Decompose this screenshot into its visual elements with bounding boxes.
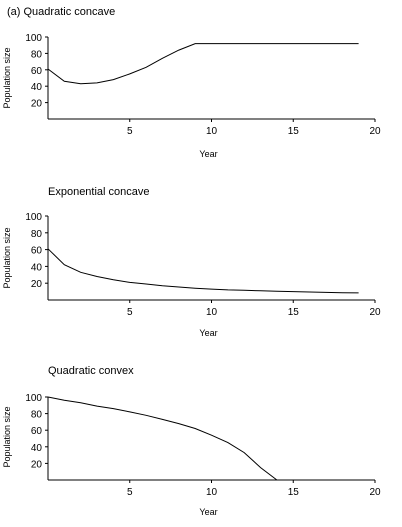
x-tick-label: 10 [206, 126, 218, 137]
y-axis-label: Population size [2, 47, 12, 108]
y-tick-label: 80 [31, 229, 43, 240]
y-tick-label: 40 [31, 82, 43, 93]
y-tick-label: 60 [31, 66, 43, 77]
chart-panel-2: Exponential concave 20 40 60 80 100 5 10 15 20 Yea… [2, 186, 381, 338]
x-axis-label: Year [199, 149, 217, 159]
y-axis-label: Population size [2, 406, 12, 467]
x-tick-label: 15 [288, 307, 300, 318]
y-tick-label: 60 [31, 426, 43, 437]
y-tick-label: 80 [31, 49, 43, 60]
series-line [47, 396, 278, 481]
x-tick-label: 20 [369, 487, 381, 498]
x-tick-label: 10 [206, 487, 218, 498]
y-tick-label: 80 [31, 410, 43, 421]
x-tick-label: 5 [127, 126, 133, 137]
y-tick-label: 20 [31, 99, 43, 110]
x-tick-label: 15 [288, 487, 300, 498]
x-tick-label: 20 [369, 126, 381, 137]
chart-title: Quadratic convex [48, 365, 134, 377]
x-axis-label: Year [199, 328, 217, 338]
y-tick-label: 60 [31, 246, 43, 257]
x-tick-label: 15 [288, 126, 300, 137]
y-tick-label: 100 [25, 212, 42, 223]
y-tick-label: 20 [31, 279, 43, 290]
y-tick-label: 40 [31, 443, 43, 454]
y-tick-label: 40 [31, 262, 43, 273]
y-tick-label: 100 [25, 33, 42, 44]
series-line [47, 43, 359, 85]
x-tick-label: 10 [206, 307, 218, 318]
chart-title: (a) Quadratic concave [7, 6, 115, 18]
x-axis-label: Year [199, 507, 217, 517]
y-tick-label: 20 [31, 459, 43, 470]
y-tick-label: 100 [25, 393, 42, 404]
chart-title: Exponential concave [48, 186, 150, 198]
y-axis-label: Population size [2, 227, 12, 288]
series-line [47, 248, 359, 294]
x-tick-label: 5 [127, 307, 133, 318]
chart-panel-3: Quadratic convex 20 40 60 80 100 5 10 15 20 Year Po… [2, 365, 381, 517]
chart-panel-1: (a) Quadratic concave 20 40 60 80 100 5 10 15 20 Y… [2, 6, 381, 159]
x-tick-label: 5 [127, 487, 133, 498]
x-tick-label: 20 [369, 307, 381, 318]
